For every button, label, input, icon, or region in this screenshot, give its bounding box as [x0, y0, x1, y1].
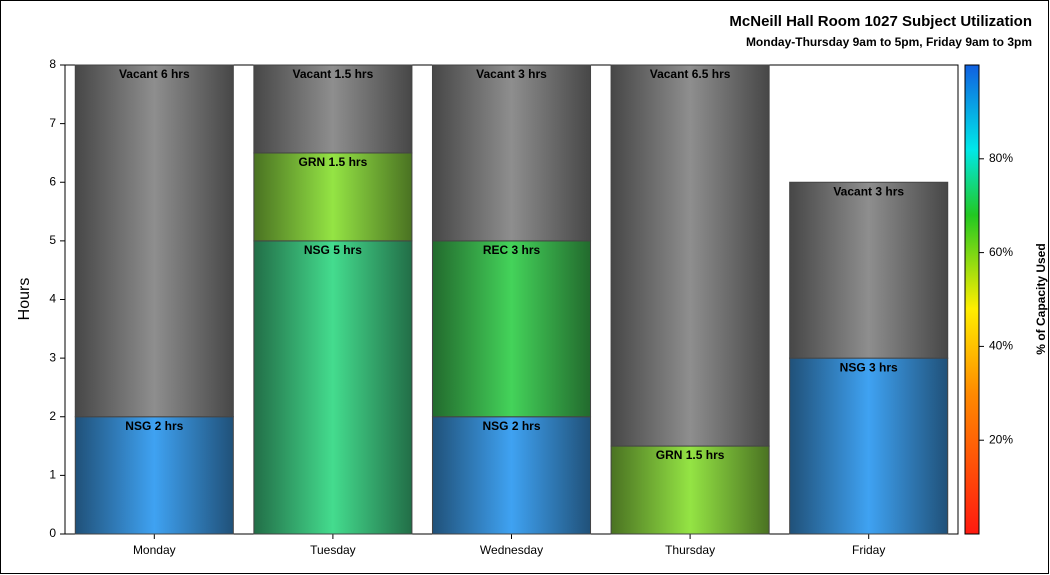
bar-segment — [74, 64, 234, 418]
y-tick-label: 4 — [49, 292, 56, 306]
y-axis-label: Hours — [16, 278, 33, 321]
y-tick-label: 2 — [49, 409, 56, 423]
value-label: NSG 5 hrs — [304, 243, 362, 257]
value-label: NSG 2 hrs — [125, 419, 183, 433]
value-label: Vacant 3 hrs — [476, 67, 547, 81]
bar-segment — [74, 416, 234, 535]
value-label: Vacant 6.5 hrs — [650, 67, 731, 81]
y-tick-label: 8 — [49, 57, 56, 71]
bar-segment — [431, 416, 592, 535]
y-tick-label: 5 — [49, 233, 56, 247]
color-scale-tick-label: 40% — [989, 339, 1013, 353]
value-label: GRN 1.5 hrs — [299, 155, 368, 169]
value-label: REC 3 hrs — [483, 243, 541, 257]
bar-segment — [253, 240, 413, 535]
value-label: Vacant 3 hrs — [833, 184, 904, 198]
color-scale-tick-label: 60% — [989, 245, 1013, 259]
color-scale-tick-label: 20% — [989, 432, 1013, 446]
color-scale — [964, 64, 980, 535]
y-tick-label: 3 — [49, 350, 56, 364]
chart-title: McNeill Hall Room 1027 Subject Utilizati… — [729, 13, 1032, 30]
color-scale-label: % of Capacity Used — [1034, 243, 1048, 354]
bar-segment — [789, 181, 949, 359]
bar-segment — [253, 64, 413, 154]
value-label: NSG 3 hrs — [840, 360, 898, 374]
y-tick-label: 6 — [49, 174, 56, 188]
bar-segment — [253, 152, 413, 242]
color-scale-tick-label: 80% — [989, 151, 1013, 165]
bar-segment — [431, 240, 592, 418]
y-tick-label: 0 — [49, 526, 56, 540]
value-label: Vacant 1.5 hrs — [293, 67, 374, 81]
chart-subtitle: Monday-Thursday 9am to 5pm, Friday 9am t… — [746, 35, 1032, 49]
x-tick-label: Monday — [133, 543, 176, 557]
y-tick-label: 1 — [49, 468, 56, 482]
value-label: GRN 1.5 hrs — [656, 448, 725, 462]
value-label: NSG 2 hrs — [482, 419, 540, 433]
x-tick-label: Thursday — [665, 543, 715, 557]
value-label: Vacant 6 hrs — [119, 67, 190, 81]
bar-segment — [610, 445, 770, 535]
x-tick-label: Friday — [852, 543, 885, 557]
bar-segment — [610, 64, 770, 447]
bar-segment — [431, 64, 592, 242]
y-tick-label: 7 — [49, 116, 56, 130]
bar-segment — [789, 357, 949, 535]
x-tick-label: Wednesday — [480, 543, 543, 557]
x-tick-label: Tuesday — [310, 543, 356, 557]
